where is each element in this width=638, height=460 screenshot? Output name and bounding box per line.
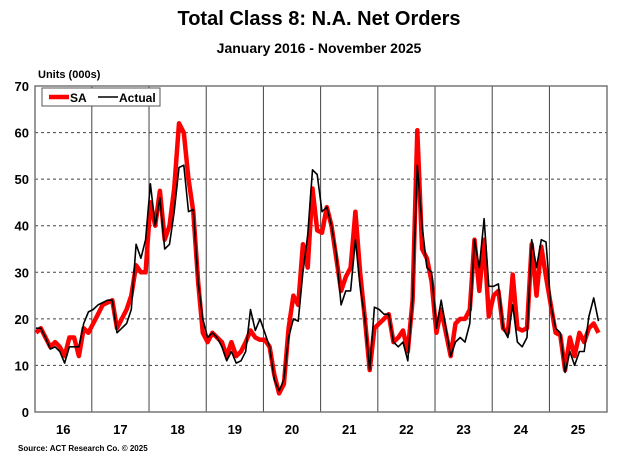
chart-subtitle: January 2016 - November 2025 [216,40,422,56]
x-tick-label: 22 [399,422,413,437]
y-tick-label: 10 [15,358,29,373]
series-line-sa [34,121,601,396]
x-tick-label: 20 [285,422,299,437]
source-note: Source: ACT Research Co. © 2025 [18,444,148,453]
x-tick-label: 18 [170,422,184,437]
y-tick-label: 0 [22,405,29,420]
x-tick-label: 19 [228,422,242,437]
y-tick-label: 50 [15,172,29,187]
x-tick-label: 21 [342,422,356,437]
y-tick-label: 30 [15,265,29,280]
plot-frame [34,85,608,413]
legend-label-sa: SA [70,91,87,105]
x-tick-label: 24 [514,422,529,437]
chart-title: Total Class 8: N.A. Net Orders [177,8,461,30]
y-tick-label: 70 [15,79,29,94]
series-line-actual [36,164,600,392]
x-tick-label: 17 [113,422,127,437]
y-axis-label: Units (000s) [38,69,101,81]
x-tick-label: 16 [56,422,70,437]
y-tick-label: 20 [15,312,29,327]
legend-label-actual: Actual [119,91,156,105]
y-tick-label: 60 [15,126,29,141]
x-tick-label: 23 [456,422,470,437]
x-tick-label: 25 [571,422,585,437]
y-tick-label: 40 [15,219,29,234]
